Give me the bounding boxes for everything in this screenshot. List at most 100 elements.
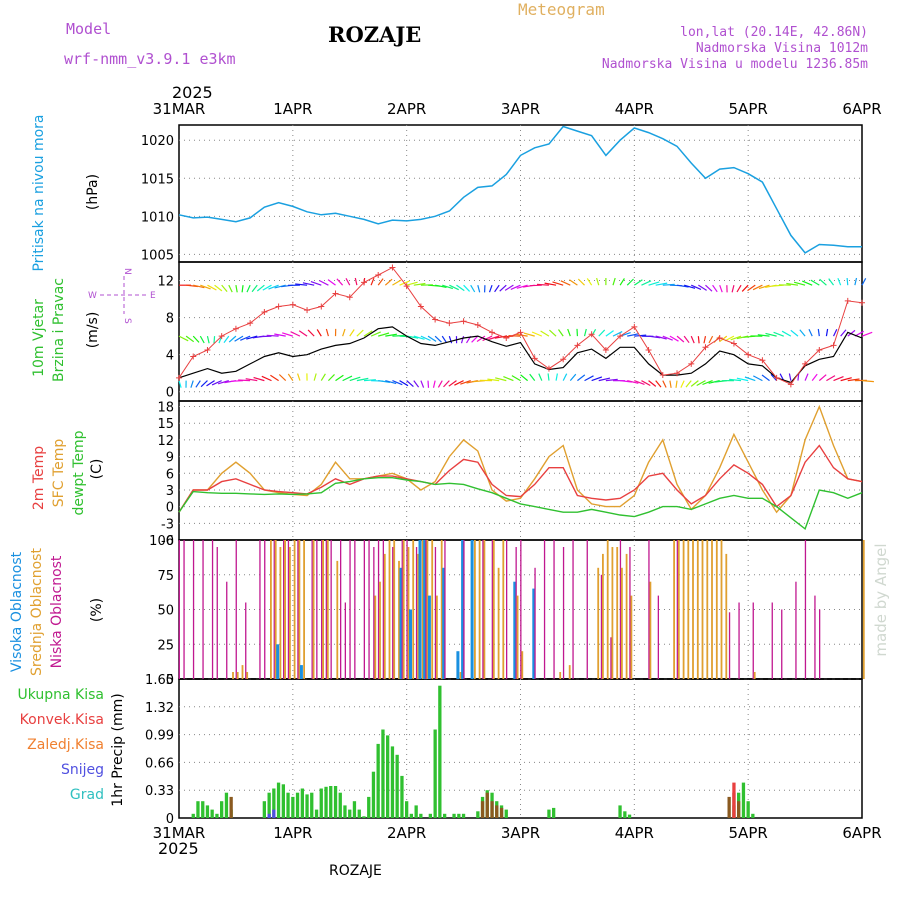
wind-direction-arrow xyxy=(494,284,500,293)
wind-direction-arrow xyxy=(370,277,375,286)
wind-direction-arrow xyxy=(786,282,799,286)
wind-direction-arrow xyxy=(290,331,301,337)
wind-direction-arrow xyxy=(356,377,369,382)
srednja-cloud-bar xyxy=(673,540,675,679)
total-precip-bar xyxy=(348,809,352,818)
wind-direction-arrow xyxy=(349,329,355,337)
wind-direction-arrow xyxy=(790,329,799,337)
srednja-cloud-bar xyxy=(303,540,305,679)
wind-direction-arrow xyxy=(178,335,189,342)
bottom-day-label: 31MAR xyxy=(153,824,206,842)
top-year-label: 2025 xyxy=(172,83,213,102)
wind-direction-arrow xyxy=(669,380,672,388)
total-precip-bar xyxy=(627,814,632,818)
total-precip-bar xyxy=(414,805,418,818)
srednja-axis-title: Srednja Oblacnost xyxy=(29,548,45,676)
srednja-cloud-bar xyxy=(720,540,723,679)
total-precip-bar xyxy=(428,813,432,818)
wind-direction-arrow xyxy=(799,329,806,337)
wind-direction-arrow xyxy=(676,284,689,288)
wind-direction-arrow xyxy=(648,380,657,387)
wind-axis-title-2: Brzina i Pravac xyxy=(51,278,67,382)
wind-direction-arrow xyxy=(662,283,675,286)
wind-direction-arrow xyxy=(454,380,464,386)
wind-compass: W E N S xyxy=(88,268,156,324)
niska-cloud-bar xyxy=(377,540,380,679)
niska-cloud-bar xyxy=(178,540,180,679)
niska-cloud-bar xyxy=(444,540,446,679)
bottom-day-label: 4APR xyxy=(615,824,654,842)
wind-direction-arrow xyxy=(808,328,813,337)
niska-cloud-bar xyxy=(425,540,427,679)
total-precip-bar xyxy=(362,816,366,818)
wind-direction-arrow xyxy=(683,284,696,289)
wind-direction-arrow xyxy=(540,330,550,337)
total-precip-bar xyxy=(352,801,357,818)
wind-gust-marker xyxy=(489,329,496,336)
srednja-cloud-bar xyxy=(284,540,286,679)
wind-direction-arrow xyxy=(476,335,486,342)
total-precip-bar xyxy=(272,788,276,818)
wind-direction-arrow xyxy=(712,284,718,293)
niska-cloud-bar xyxy=(819,609,821,679)
total-precip-bar xyxy=(196,801,200,818)
niska-cloud-bar xyxy=(287,540,290,679)
wind-gust-marker xyxy=(232,325,239,332)
wind-direction-arrow xyxy=(178,380,182,388)
wind-gust-marker xyxy=(759,357,766,364)
compass-north: N xyxy=(122,268,132,275)
total-precip-bar xyxy=(333,786,338,818)
total-precip-bar xyxy=(390,746,395,818)
srednja-cloud-bar xyxy=(862,540,865,679)
wind-direction-arrow xyxy=(385,380,397,385)
niska-cloud-bar xyxy=(657,595,659,679)
srednja-cloud-bar xyxy=(459,672,462,679)
wind-gust-marker xyxy=(773,374,780,381)
bottom-year-label: 2025 xyxy=(158,839,199,858)
wind-direction-arrow xyxy=(797,373,800,381)
wind-direction-arrow xyxy=(420,335,431,342)
wind-direction-arrow xyxy=(612,277,616,286)
zaledj-precip-bar xyxy=(727,796,731,818)
wind-gust-marker xyxy=(446,320,453,327)
wind-direction-arrow xyxy=(584,375,594,382)
wind-direction-arrow xyxy=(731,285,735,293)
visoka-cloud-bar xyxy=(299,665,303,679)
wind-direction-arrow xyxy=(765,332,777,337)
wind-direction-arrow xyxy=(448,335,453,344)
y-tick-label: 75 xyxy=(157,569,174,584)
srednja-cloud-bar xyxy=(516,595,519,679)
wind-direction-arrow xyxy=(703,336,707,344)
niska-cloud-bar xyxy=(311,540,313,679)
wind-direction-arrow xyxy=(697,336,700,344)
wind-direction-arrow xyxy=(392,279,402,286)
wind-direction-arrow xyxy=(531,331,543,337)
wind-direction-arrow xyxy=(392,334,405,337)
top-day-label: 6APR xyxy=(842,100,881,118)
wind-direction-arrow xyxy=(690,380,699,387)
wind-direction-arrow xyxy=(456,284,465,292)
legend-snijeg: Snijeg xyxy=(61,762,104,778)
wind-direction-arrow xyxy=(307,329,315,337)
wind-direction-arrow xyxy=(488,335,500,341)
top-day-label: 4APR xyxy=(615,100,654,118)
srednja-cloud-bar xyxy=(696,540,699,679)
wind-direction-arrow xyxy=(662,380,667,388)
niska-cloud-bar xyxy=(771,602,773,679)
srednja-cloud-bar xyxy=(289,547,291,679)
total-precip-bar xyxy=(210,809,214,818)
wind-direction-arrow xyxy=(278,374,287,382)
wind-gust-marker xyxy=(261,309,268,316)
wind-direction-arrow xyxy=(634,279,643,286)
niska-cloud-bar xyxy=(340,540,342,679)
wind-direction-arrow xyxy=(567,328,571,337)
niska-cloud-bar xyxy=(211,540,214,679)
wind-direction-arrow xyxy=(319,279,329,286)
srednja-cloud-bar xyxy=(440,540,443,679)
wind-direction-arrow xyxy=(342,328,346,337)
visoka-cloud-bar xyxy=(423,540,427,679)
srednja-cloud-bar xyxy=(616,547,619,679)
wind-gust-marker xyxy=(318,303,325,310)
wind-gust-marker xyxy=(289,301,296,308)
wind-direction-arrow xyxy=(487,378,500,382)
